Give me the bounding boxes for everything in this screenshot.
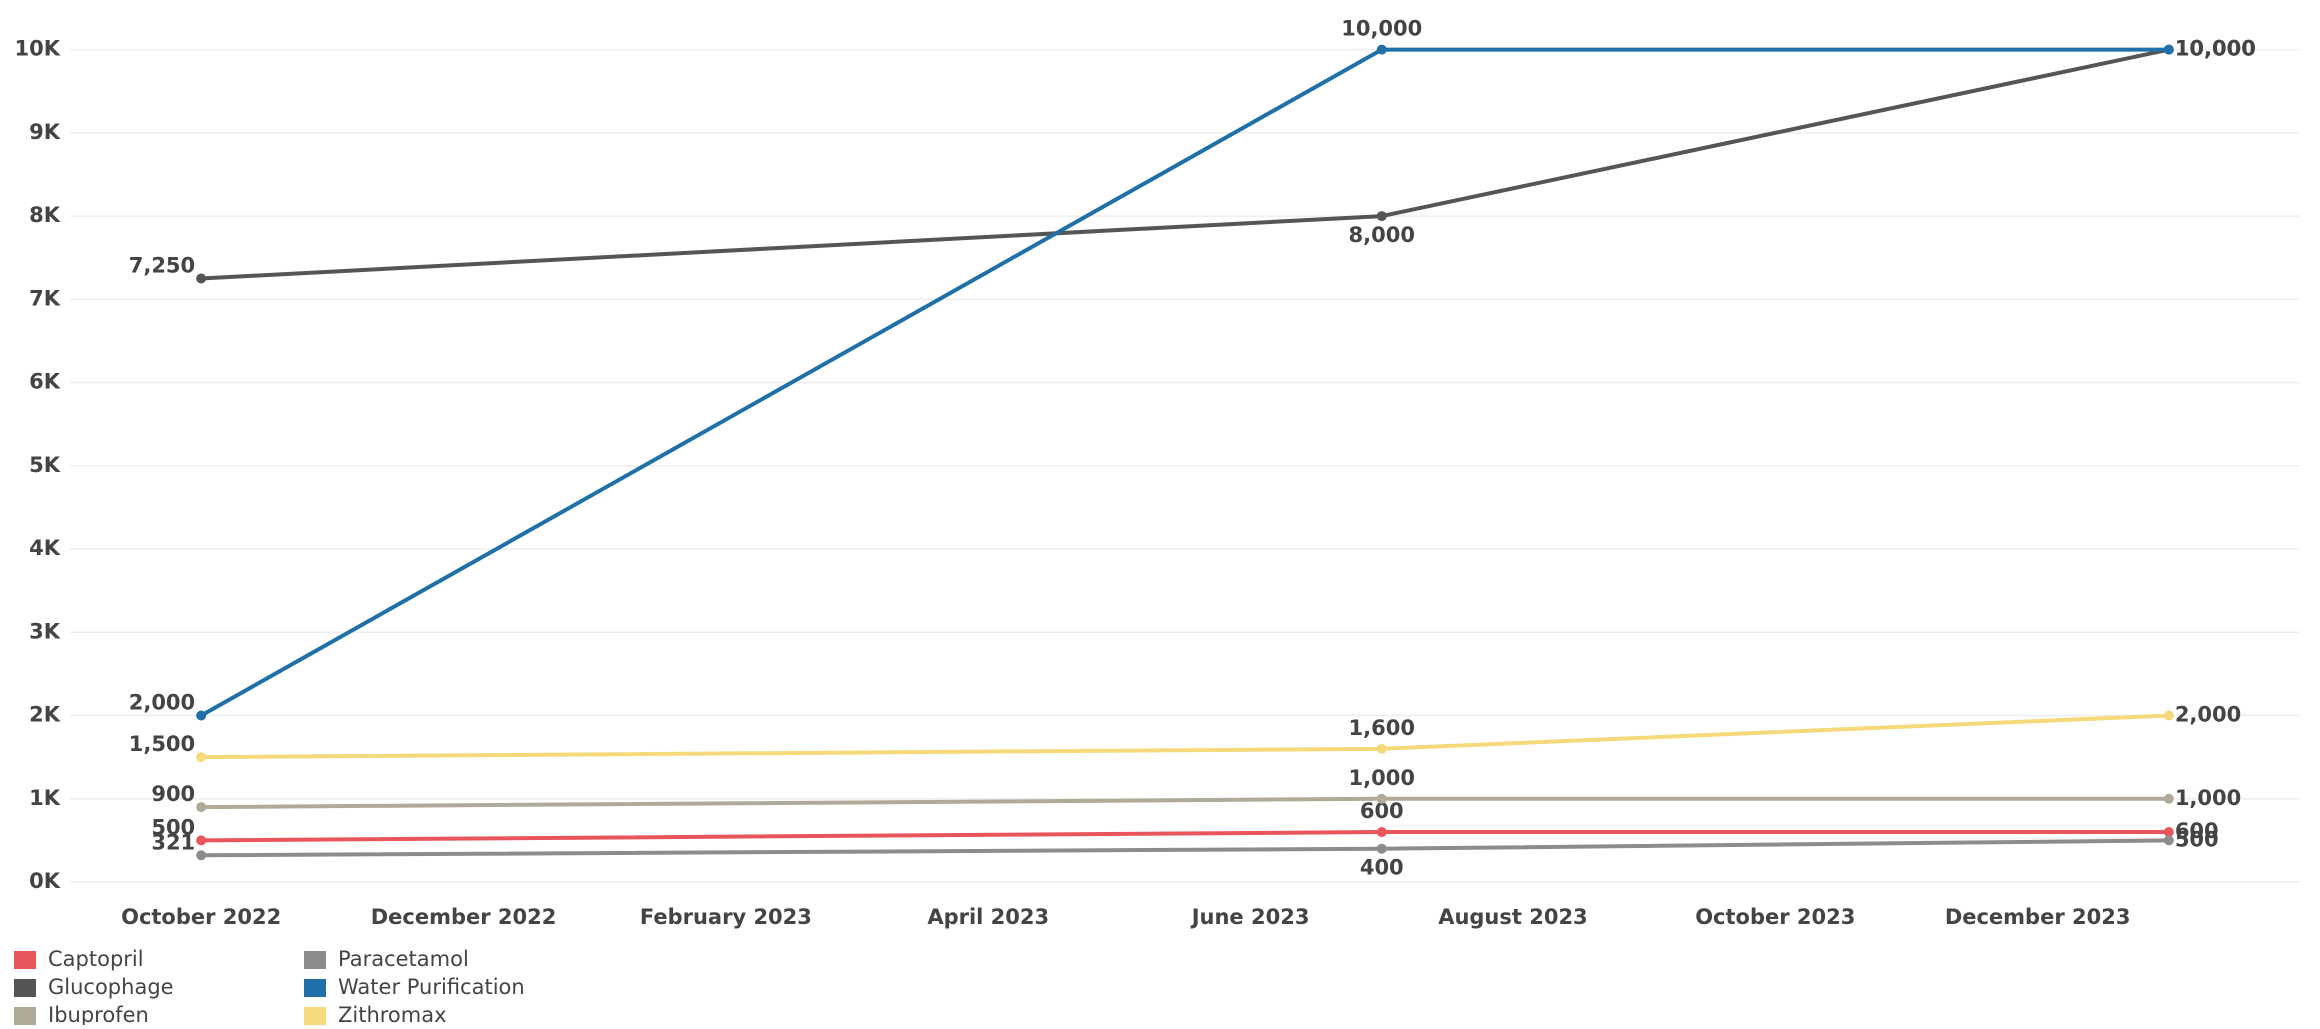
data-label: 10,000 <box>2175 37 2256 61</box>
series-line <box>201 796 2169 810</box>
legend-swatch <box>14 951 36 969</box>
data-label: 500 <box>2175 827 2219 851</box>
data-point <box>196 835 207 846</box>
y-tick-label: 0K <box>29 869 61 893</box>
data-point <box>1376 211 1387 222</box>
y-tick-label: 4K <box>29 536 61 560</box>
data-point <box>1376 793 1387 804</box>
y-tick-label: 8K <box>29 203 61 227</box>
data-point <box>196 710 207 721</box>
data-label: 400 <box>1360 856 1404 880</box>
data-label: 600 <box>2175 819 2219 843</box>
x-tick-label: April 2023 <box>927 905 1049 929</box>
data-point <box>196 752 207 763</box>
y-tick-label: 7K <box>29 286 61 310</box>
data-label: 1,000 <box>1349 766 1415 790</box>
legend-label: Zithromax <box>338 1003 447 1025</box>
series-line <box>201 830 2169 843</box>
legend-swatch <box>304 1007 326 1025</box>
data-point <box>2163 827 2174 838</box>
legend-label: Glucophage <box>48 975 174 999</box>
data-point <box>1376 827 1387 838</box>
y-tick-label: 2K <box>29 703 61 727</box>
data-label: 8,000 <box>1349 223 1415 247</box>
data-label: 1,600 <box>1349 716 1415 740</box>
legend-swatch <box>304 979 326 997</box>
data-label: 2,000 <box>129 691 195 715</box>
x-tick-label: December 2023 <box>1945 905 2131 929</box>
data-point <box>1376 44 1387 55</box>
data-label: 321 <box>151 830 195 854</box>
data-point <box>2163 710 2174 721</box>
legend-label: Water Purification <box>338 975 525 999</box>
y-tick-label: 10K <box>15 37 61 61</box>
legend-swatch <box>304 951 326 969</box>
data-point <box>2163 835 2174 846</box>
data-label: 10,000 <box>2175 37 2256 61</box>
data-point <box>2163 793 2174 804</box>
legend-swatch <box>14 979 36 997</box>
data-label: 2,000 <box>2175 703 2241 727</box>
data-point <box>196 850 207 861</box>
y-tick-label: 1K <box>29 786 61 810</box>
data-point <box>196 273 207 284</box>
legend-label: Paracetamol <box>338 947 469 971</box>
data-label: 1,500 <box>129 732 195 756</box>
data-label: 900 <box>151 782 195 806</box>
y-tick-label: 5K <box>29 453 61 477</box>
x-tick-label: June 2023 <box>1190 905 1310 929</box>
y-tick-label: 6K <box>29 370 61 394</box>
y-tick-label: 9K <box>29 120 61 144</box>
series-line <box>201 838 2169 858</box>
data-label: 1,000 <box>2175 786 2241 810</box>
data-point <box>1376 743 1387 754</box>
y-tick-label: 3K <box>29 619 61 643</box>
x-tick-label: August 2023 <box>1438 905 1587 929</box>
x-tick-label: October 2022 <box>121 905 281 929</box>
data-label: 7,250 <box>129 254 195 278</box>
data-label: 500 <box>151 815 195 839</box>
data-point <box>1376 843 1387 854</box>
legend-swatch <box>14 1007 36 1025</box>
data-point <box>2163 44 2174 55</box>
data-point <box>196 802 207 813</box>
series-line <box>201 713 2169 760</box>
x-tick-label: February 2023 <box>640 905 812 929</box>
x-tick-label: October 2023 <box>1695 905 1855 929</box>
data-label: 10,000 <box>1341 17 1422 41</box>
legend-label: Ibuprofen <box>48 1003 149 1025</box>
legend-label: Captopril <box>48 947 144 971</box>
x-tick-label: December 2022 <box>371 905 557 929</box>
series-line <box>201 47 2170 281</box>
